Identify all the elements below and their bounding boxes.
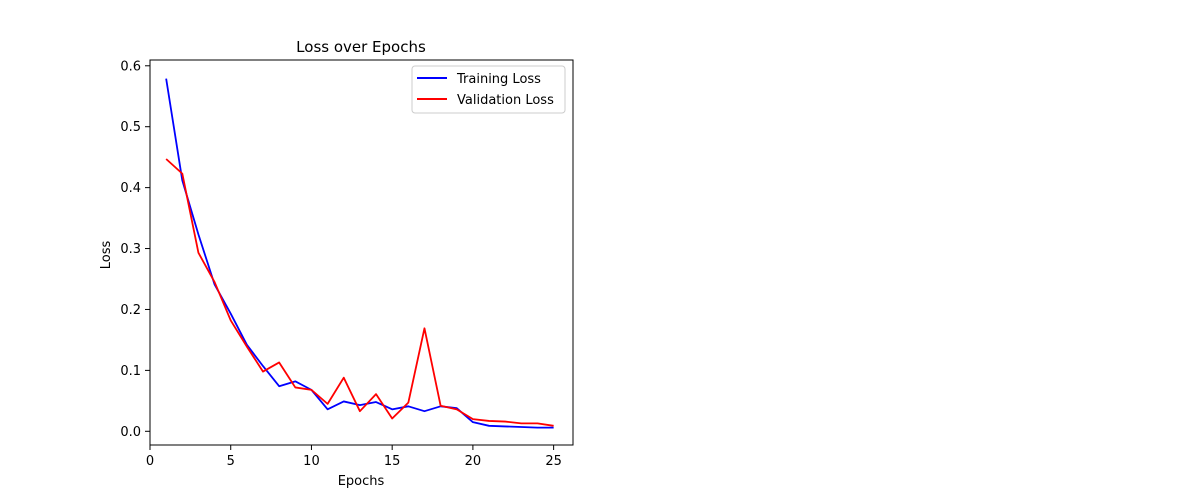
plot-frame bbox=[149, 59, 574, 446]
legend-label-training-loss: Training Loss bbox=[456, 72, 541, 87]
y-tick-label: 0.4 bbox=[120, 181, 141, 196]
x-tick-label: 0 bbox=[146, 454, 154, 469]
x-axis: 0 5 10 15 20 25 bbox=[146, 445, 562, 469]
y-tick-label: 0.3 bbox=[120, 242, 141, 257]
legend: Training Loss Validation Loss bbox=[411, 65, 566, 114]
x-tick-label: 10 bbox=[303, 454, 320, 469]
y-axis: 0.0 0.1 0.2 0.3 0.4 0.5 0.6 bbox=[120, 59, 150, 440]
x-tick-label: 15 bbox=[384, 454, 401, 469]
y-tick-label: 0.1 bbox=[120, 364, 141, 379]
legend-box bbox=[411, 65, 566, 114]
x-tick-label: 5 bbox=[227, 454, 235, 469]
y-tick-label: 0.2 bbox=[120, 303, 141, 318]
plot-area bbox=[165, 78, 554, 429]
y-tick-label: 0.6 bbox=[120, 59, 141, 74]
legend-label-validation-loss: Validation Loss bbox=[457, 93, 554, 108]
chart-title: Loss over Epochs bbox=[296, 38, 426, 56]
x-tick-label: 20 bbox=[465, 454, 482, 469]
y-axis-label: Loss bbox=[99, 241, 114, 270]
series-line-validation-loss bbox=[165, 158, 554, 427]
y-tick-label: 0.0 bbox=[120, 425, 141, 440]
x-tick-label: 25 bbox=[545, 454, 562, 469]
y-tick-label: 0.5 bbox=[120, 120, 141, 135]
x-axis-label: Epochs bbox=[338, 474, 385, 489]
series-line-training-loss bbox=[165, 78, 554, 429]
